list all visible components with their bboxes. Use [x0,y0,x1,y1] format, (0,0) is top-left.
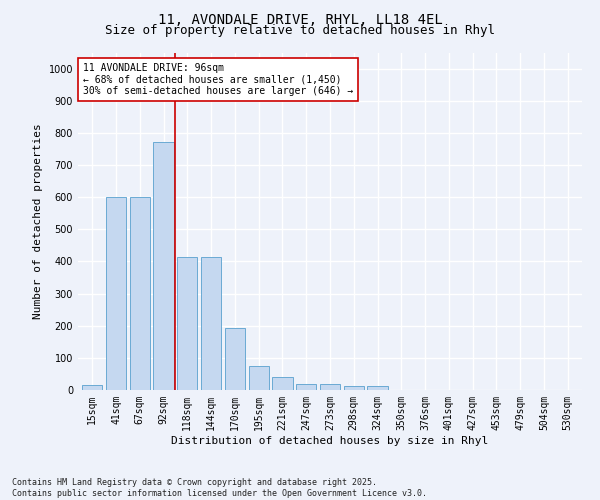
Text: 11 AVONDALE DRIVE: 96sqm
← 68% of detached houses are smaller (1,450)
30% of sem: 11 AVONDALE DRIVE: 96sqm ← 68% of detach… [83,62,353,96]
Text: Contains HM Land Registry data © Crown copyright and database right 2025.
Contai: Contains HM Land Registry data © Crown c… [12,478,427,498]
Bar [154,142,173,390]
Bar [367,386,388,390]
Y-axis label: Number of detached properties: Number of detached properties [33,124,43,319]
X-axis label: Distribution of detached houses by size in Rhyl: Distribution of detached houses by size … [172,436,488,446]
Bar [82,385,103,390]
Bar [130,197,150,390]
Bar [177,256,197,390]
Text: Size of property relative to detached houses in Rhyl: Size of property relative to detached ho… [105,24,495,37]
Bar [248,366,269,390]
Bar [344,386,364,390]
Bar [296,384,316,390]
Bar [320,384,340,390]
Bar [272,377,293,390]
Text: 11, AVONDALE DRIVE, RHYL, LL18 4EL: 11, AVONDALE DRIVE, RHYL, LL18 4EL [158,12,442,26]
Bar [225,328,245,390]
Bar [106,197,126,390]
Bar [201,256,221,390]
